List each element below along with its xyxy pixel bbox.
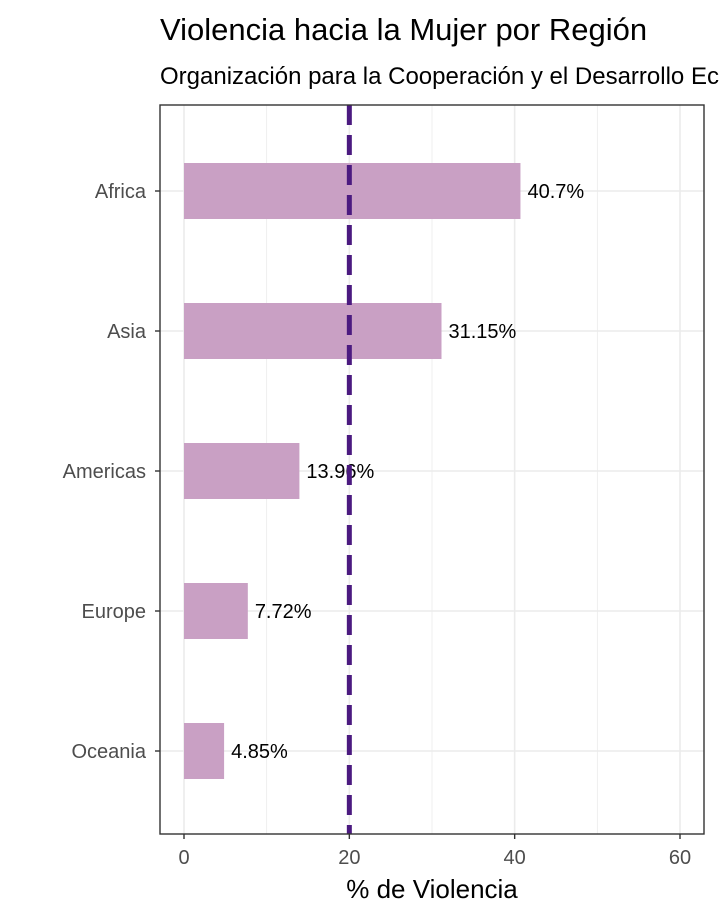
- chart-title: Violencia hacia la Mujer por Región: [160, 12, 647, 47]
- x-axis-title: % de Violencia: [346, 874, 518, 904]
- data-label-asia: 31.15%: [449, 321, 517, 343]
- x-tick-label: 0: [178, 847, 189, 869]
- data-label-americas: 13.96%: [306, 461, 374, 483]
- bar-asia: [184, 303, 442, 359]
- bar-africa: [184, 163, 521, 219]
- x-tick-label: 20: [338, 847, 360, 869]
- chart-subtitle: Organización para la Cooperación y el De…: [160, 63, 720, 90]
- x-tick-label: 40: [504, 847, 526, 869]
- bar-europe: [184, 583, 248, 639]
- data-label-oceania: 4.85%: [231, 741, 288, 763]
- y-tick-label-europe: Europe: [82, 601, 147, 623]
- panel-border: [159, 104, 705, 835]
- x-tick-label: 60: [669, 847, 691, 869]
- plot-area: 40.7% Africa 31.15% Asia 13.96% Americas 7.72%…: [63, 104, 705, 869]
- y-tick-label-asia: Asia: [107, 321, 147, 343]
- data-label-europe: 7.72%: [255, 601, 312, 623]
- bar-americas: [184, 443, 300, 499]
- y-tick-label-americas: Americas: [63, 461, 146, 483]
- y-tick-label-africa: Africa: [95, 181, 147, 203]
- y-tick-label-oceania: Oceania: [72, 741, 147, 763]
- bar-oceania: [184, 723, 225, 779]
- data-label-africa: 40.7%: [527, 181, 584, 203]
